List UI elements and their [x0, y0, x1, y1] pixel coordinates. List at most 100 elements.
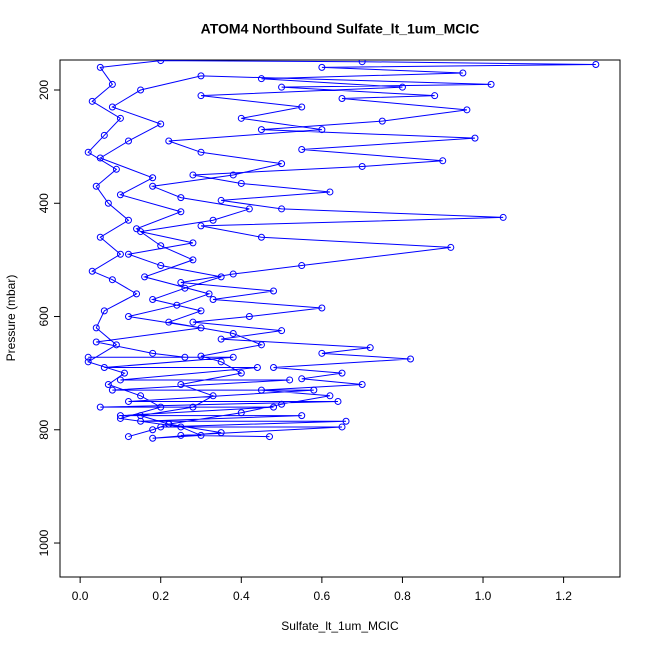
data-point — [358, 380, 366, 388]
data-point — [157, 242, 165, 250]
data-point — [133, 290, 141, 298]
data-point — [253, 363, 261, 371]
chart-title: ATOM4 Northbound Sulfate_lt_1um_MCIC — [201, 21, 480, 37]
data-point — [318, 304, 326, 312]
data-point — [237, 114, 245, 122]
data-point — [407, 355, 415, 363]
data-point — [499, 213, 507, 221]
data-point — [286, 376, 294, 384]
data-point — [197, 352, 205, 360]
data-point — [358, 60, 366, 66]
data-point — [217, 429, 225, 437]
data-point — [137, 86, 145, 94]
data-point — [173, 301, 181, 309]
data-point — [229, 330, 237, 338]
data-point — [257, 233, 265, 241]
data-point — [298, 412, 306, 420]
data-point — [245, 313, 253, 321]
data-point — [459, 69, 467, 77]
data-point — [229, 171, 237, 179]
data-point — [124, 313, 132, 321]
y-tick-label: 600 — [37, 306, 51, 326]
data-point — [124, 397, 132, 405]
data-point — [378, 117, 386, 125]
data-point — [257, 75, 265, 83]
data-point — [189, 318, 197, 326]
data-point — [471, 134, 479, 142]
data-point — [197, 431, 205, 439]
data-point — [487, 80, 495, 88]
data-point — [358, 162, 366, 170]
data-point — [120, 369, 128, 377]
data-point — [197, 307, 205, 315]
data-point — [310, 386, 318, 394]
data-point — [298, 103, 306, 111]
x-tick-label: 1.0 — [475, 589, 492, 603]
data-point — [257, 386, 265, 394]
data-point — [84, 353, 92, 361]
data-point — [177, 194, 185, 202]
data-point — [108, 80, 116, 88]
data-point — [104, 199, 112, 207]
data-point — [197, 92, 205, 100]
data-point — [447, 243, 455, 251]
data-point — [104, 380, 112, 388]
data-point — [209, 392, 217, 400]
data-point — [278, 327, 286, 335]
x-tick-label: 0.0 — [72, 589, 89, 603]
data-point — [112, 165, 120, 173]
data-point — [217, 358, 225, 366]
data-point — [100, 307, 108, 315]
data-point — [189, 256, 197, 264]
data-point — [189, 403, 197, 411]
data-point — [298, 375, 306, 383]
data-point — [189, 171, 197, 179]
data-point — [149, 182, 157, 190]
data-point — [463, 106, 471, 114]
data-point — [157, 403, 165, 411]
data-point — [237, 369, 245, 377]
data-point — [398, 83, 406, 91]
data-point — [124, 137, 132, 145]
data-point — [124, 216, 132, 224]
data-point — [116, 114, 124, 122]
x-tick-label: 1.2 — [555, 589, 572, 603]
plot-frame — [59, 59, 621, 578]
data-point — [197, 222, 205, 230]
data-point — [157, 120, 165, 128]
data-point — [116, 250, 124, 258]
x-tick-label: 0.4 — [233, 589, 250, 603]
data-point — [237, 179, 245, 187]
data-point — [100, 363, 108, 371]
y-tick-label: 200 — [37, 80, 51, 100]
x-tick-label: 0.2 — [152, 589, 169, 603]
data-point — [318, 126, 326, 134]
data-point — [149, 426, 157, 434]
data-point — [96, 63, 104, 71]
data-point — [217, 335, 225, 343]
data-point — [177, 431, 185, 439]
data-point — [342, 417, 350, 425]
x-tick-label: 0.6 — [314, 589, 331, 603]
data-point — [92, 324, 100, 332]
data-point — [149, 434, 157, 442]
data-point — [270, 287, 278, 295]
data-point — [326, 392, 334, 400]
data-point — [141, 273, 149, 281]
data-point — [157, 262, 165, 270]
data-point — [278, 400, 286, 408]
data-point — [116, 191, 124, 199]
data-point — [265, 433, 273, 441]
data-point — [229, 270, 237, 278]
data-point — [197, 72, 205, 80]
data-point — [96, 403, 104, 411]
data-point — [108, 103, 116, 111]
data-point — [84, 358, 92, 366]
data-point — [326, 188, 334, 196]
data-point — [124, 250, 132, 258]
data-point — [137, 417, 145, 425]
data-point — [257, 341, 265, 349]
data-point — [177, 208, 185, 216]
